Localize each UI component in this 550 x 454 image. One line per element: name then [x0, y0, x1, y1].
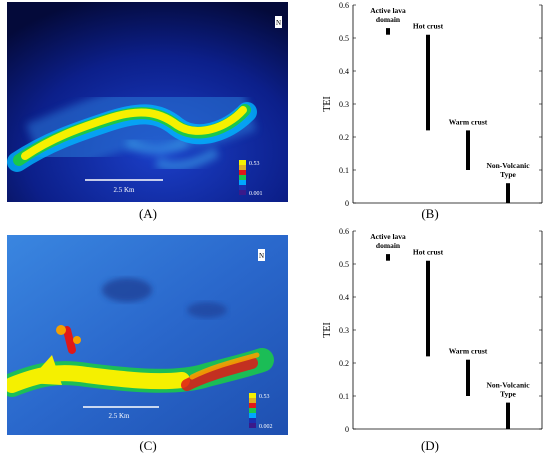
category-label: Hot crust — [413, 22, 444, 31]
y-tick-label: 0.2 — [339, 133, 349, 142]
y-tick-label: 0.3 — [339, 326, 349, 335]
category-label: Warm crust — [449, 117, 488, 126]
y-tick-label: 0.4 — [339, 293, 349, 302]
hot-lava-flow-a — [21, 106, 247, 160]
y-tick-label: 0.5 — [339, 260, 349, 269]
y-tick-label: 0.3 — [339, 100, 349, 109]
legend-max-a: 0.53 — [249, 161, 260, 167]
thermal-map-c: N 2.5 Km 0.53 0.002 — [7, 235, 288, 435]
category-label: Active lava — [370, 232, 406, 241]
legend-min-c: 0.002 — [259, 424, 273, 430]
y-tick-label: 0.1 — [339, 392, 349, 401]
y-tick-label: 0 — [345, 199, 349, 208]
caption-b: (B) — [421, 206, 439, 221]
category-label: Type — [500, 170, 516, 179]
category-label: Hot crust — [413, 248, 444, 257]
category-label: Non-Volcanic — [486, 381, 530, 390]
scalebar-label-a: 2.5 Km — [114, 186, 136, 194]
y-tick-label: 0.4 — [339, 67, 349, 76]
color-legend-a — [239, 160, 246, 195]
y-tick-label: 0.1 — [339, 166, 349, 175]
svg-text:N: N — [276, 19, 281, 27]
category-label: Warm crust — [449, 347, 488, 356]
y-axis-label: TEI — [322, 96, 333, 112]
caption-d: (D) — [420, 438, 440, 453]
y-tick-label: 0.6 — [339, 1, 349, 10]
legend-min-a: 0.001 — [249, 191, 263, 197]
thermal-map-a: N 2.5 Km 0.53 0.001 — [7, 2, 288, 202]
y-tick-label: 0.6 — [339, 227, 349, 236]
caption-c: (C) — [139, 438, 157, 453]
color-legend-c — [249, 393, 256, 428]
legend-max-c: 0.53 — [259, 394, 270, 400]
y-tick-label: 0 — [345, 425, 349, 434]
category-label: Active lava — [370, 6, 406, 15]
map-c-background — [7, 235, 288, 435]
north-arrow-icon — [275, 16, 282, 28]
category-label: domain — [376, 241, 401, 250]
north-arrow-icon — [258, 249, 265, 261]
y-tick-label: 0.2 — [339, 359, 349, 368]
svg-text:N: N — [259, 252, 264, 260]
y-axis-label: TEI — [322, 322, 333, 338]
scalebar-label-c: 2.5 Km — [109, 412, 131, 420]
caption-a: (A) — [138, 206, 158, 221]
category-label: Non-Volcanic — [486, 161, 530, 170]
category-label: domain — [376, 15, 401, 24]
category-label: Type — [500, 390, 516, 399]
y-tick-label: 0.5 — [339, 34, 349, 43]
